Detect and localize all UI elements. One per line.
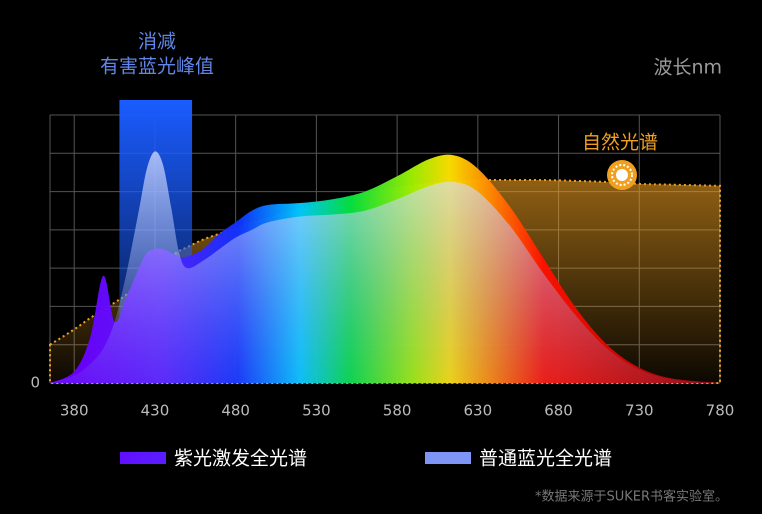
area: [50, 151, 720, 383]
legend-label: 普通蓝光全光谱: [479, 448, 612, 470]
legend-label: 紫光激发全光谱: [174, 448, 307, 470]
annotation: 消减: [138, 31, 176, 53]
y-tick-label: 0: [30, 374, 40, 392]
footnote: *数据来源于SUKER书客实验室。: [535, 489, 728, 505]
x-tick-label: 430: [141, 402, 170, 420]
x-tick-label: 530: [302, 402, 331, 420]
annotation: 有害蓝光峰值: [100, 56, 214, 78]
x-tick-label: 780: [706, 402, 735, 420]
x-tick-label: 580: [383, 402, 412, 420]
x-tick-label: 730: [625, 402, 654, 420]
legend-swatch: [120, 452, 166, 464]
x-tick-label: 480: [221, 402, 250, 420]
x-tick-label: 380: [60, 402, 89, 420]
sun-icon: [607, 160, 637, 190]
legend-swatch: [425, 452, 471, 464]
x-tick-label: 680: [544, 402, 573, 420]
series-label: 自然光谱: [582, 132, 658, 154]
x-tick-label: 630: [464, 402, 493, 420]
axis-unit: 波长nm: [653, 57, 722, 79]
